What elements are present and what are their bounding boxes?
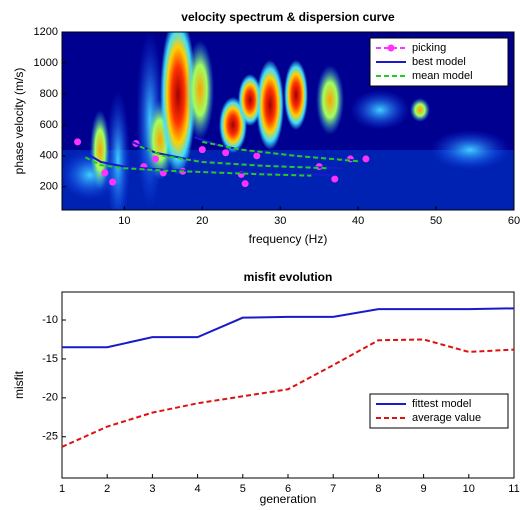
x-tick-label: 4	[195, 483, 201, 495]
x-tick-label: 20	[196, 215, 208, 227]
series-line	[61, 338, 515, 448]
legend-label: best model	[412, 56, 466, 68]
legend-marker	[387, 44, 395, 52]
x-axis-label: frequency (Hz)	[249, 232, 328, 246]
data-point	[74, 138, 82, 146]
y-tick-label: -20	[42, 392, 58, 404]
data-point	[253, 152, 261, 160]
x-tick-label: 5	[240, 483, 246, 495]
x-tick-label: 7	[330, 483, 336, 495]
x-tick-label: 30	[274, 215, 286, 227]
x-tick-label: 11	[508, 483, 519, 495]
legend-label: picking	[412, 42, 446, 54]
data-point	[331, 175, 339, 183]
legend-label: fittest model	[412, 398, 471, 410]
x-tick-label: 50	[430, 215, 442, 227]
y-tick-label: -25	[42, 431, 58, 443]
x-tick-label: 60	[508, 215, 520, 227]
y-tick-label: 1200	[34, 26, 58, 38]
data-point	[109, 178, 117, 186]
plot-frame	[61, 291, 515, 479]
y-tick-label: 1000	[34, 57, 58, 69]
data-point	[362, 155, 370, 163]
legend-box	[369, 393, 509, 429]
series-line	[62, 307, 515, 349]
chart-title: misfit evolution	[244, 270, 333, 284]
series-line	[84, 140, 359, 177]
data-point	[241, 180, 249, 188]
x-tick-label: 2	[104, 483, 110, 495]
plot-frame	[61, 31, 515, 211]
x-axis-label: generation	[260, 492, 317, 506]
x-tick-label: 8	[375, 483, 381, 495]
legend-label: average value	[412, 412, 481, 424]
data-point	[101, 169, 109, 177]
x-tick-label: 10	[118, 215, 130, 227]
y-tick-label: -15	[42, 353, 58, 365]
x-tick-label: 10	[463, 483, 475, 495]
data-point	[152, 155, 160, 163]
y-axis-label: misfit	[12, 370, 26, 399]
data-point	[198, 146, 206, 154]
x-tick-label: 6	[285, 483, 291, 495]
x-tick-label: 9	[421, 483, 427, 495]
y-tick-label: 600	[40, 119, 58, 131]
chart-title: velocity spectrum & dispersion curve	[181, 10, 395, 24]
y-tick-label: 400	[40, 150, 58, 162]
y-axis-label: phase velocity (m/s)	[12, 68, 26, 175]
x-tick-label: 40	[352, 215, 364, 227]
x-tick-label: 1	[59, 483, 65, 495]
x-tick-label: 3	[149, 483, 155, 495]
y-tick-label: 800	[40, 88, 58, 100]
y-tick-label: 200	[40, 181, 58, 193]
legend-label: mean model	[412, 70, 473, 82]
y-tick-label: -10	[42, 314, 58, 326]
data-point	[222, 149, 230, 157]
